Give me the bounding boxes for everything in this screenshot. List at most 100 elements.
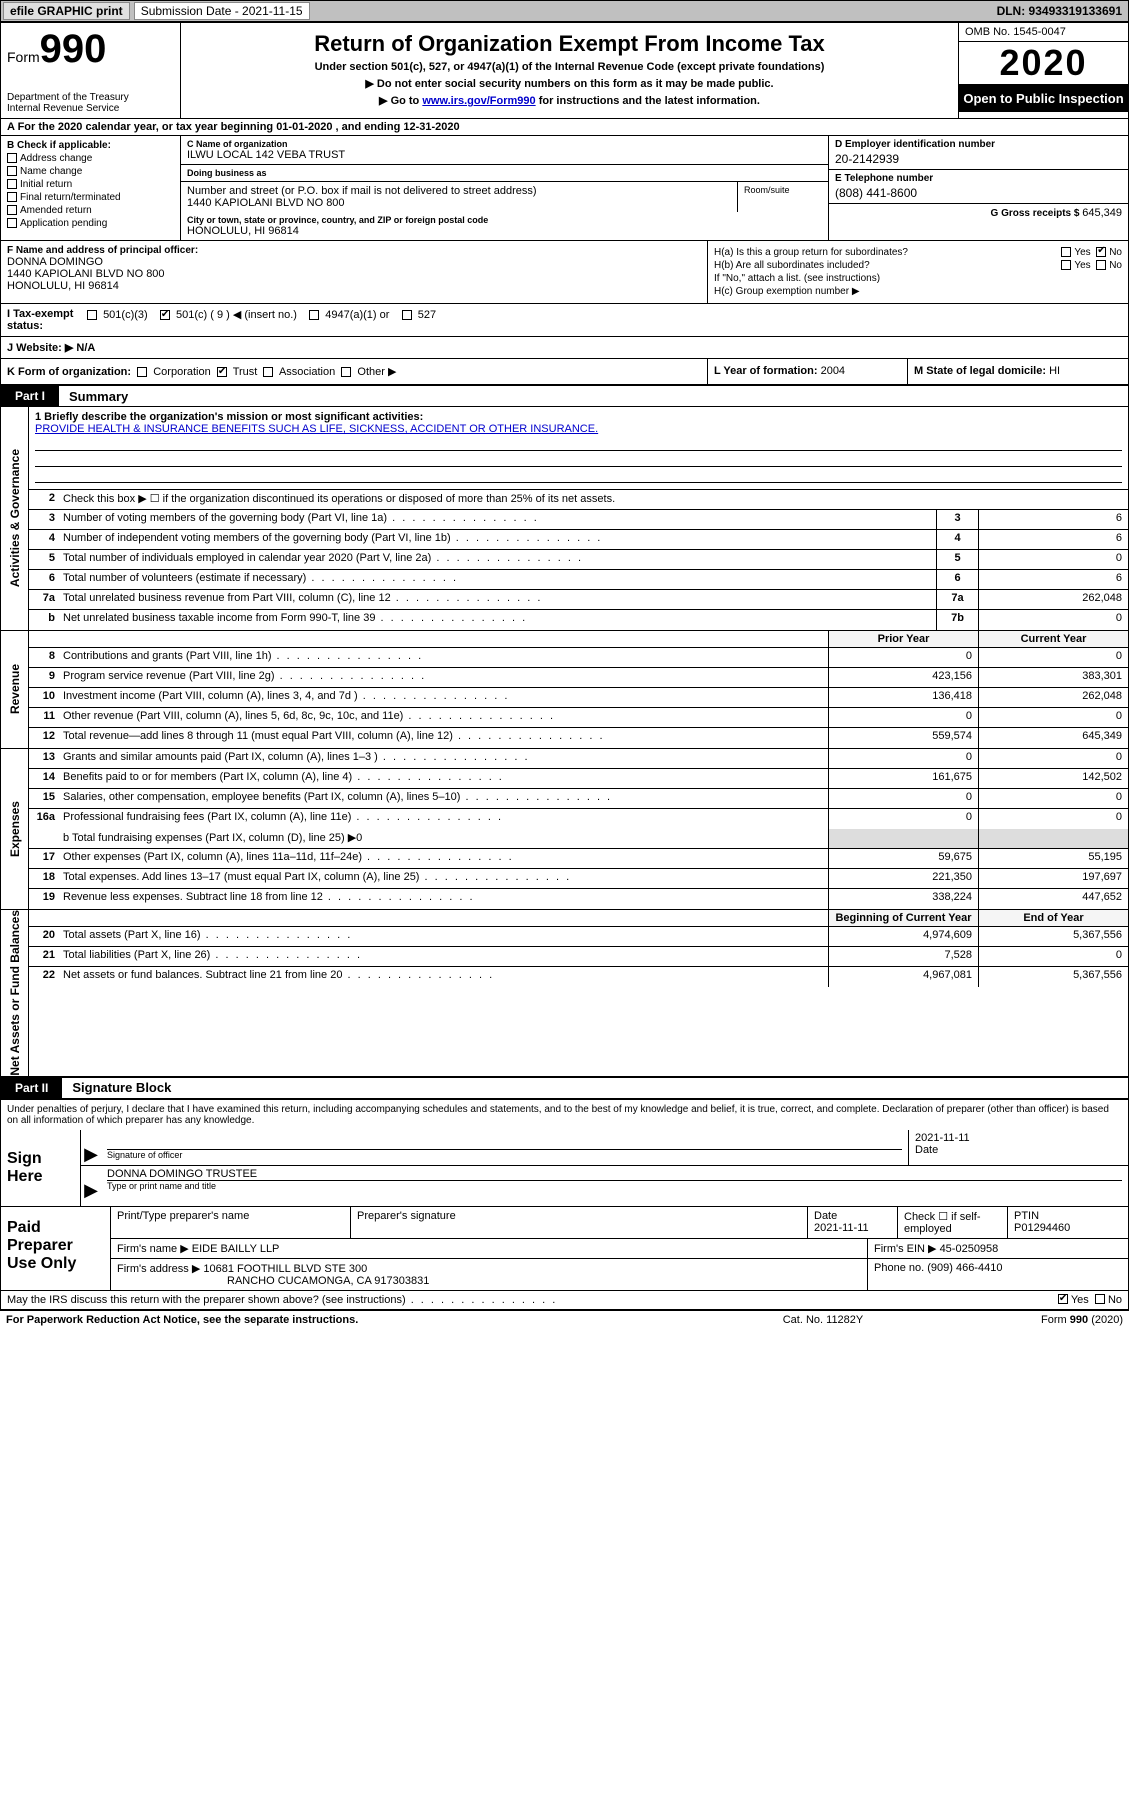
catalog-number: Cat. No. 11282Y <box>723 1314 923 1326</box>
summary-row: 5Total number of individuals employed in… <box>29 550 1128 570</box>
gross-receipts-value: 645,349 <box>1082 207 1122 219</box>
chk-name-change[interactable]: Name change <box>7 166 174 177</box>
h-a-answer: No <box>1109 247 1122 258</box>
summary-row: 4Number of independent voting members of… <box>29 530 1128 550</box>
state-domicile-label: M State of legal domicile: <box>914 365 1046 377</box>
preparer-date-label: Date <box>814 1210 891 1222</box>
officer-name-caption: Type or print name and title <box>107 1181 1122 1191</box>
paid-preparer-label: Paid Preparer Use Only <box>1 1207 111 1290</box>
summary-row: 18Total expenses. Add lines 13–17 (must … <box>29 869 1128 889</box>
chk-final-return[interactable]: Final return/terminated <box>7 192 174 203</box>
mission-text: PROVIDE HEALTH & INSURANCE BENEFITS SUCH… <box>35 423 1122 435</box>
discuss-no-checkbox[interactable] <box>1095 1294 1105 1304</box>
form-header: Form990 Department of the Treasury Inter… <box>1 23 1128 119</box>
org-name-value: ILWU LOCAL 142 VEBA TRUST <box>187 149 822 161</box>
summary-row: 15Salaries, other compensation, employee… <box>29 789 1128 809</box>
open-to-public-label: Open to Public Inspection <box>959 85 1128 112</box>
firm-address-1: 10681 FOOTHILL BLVD STE 300 <box>203 1263 367 1275</box>
chk-corporation[interactable] <box>137 367 147 377</box>
summary-row: 8Contributions and grants (Part VIII, li… <box>29 648 1128 668</box>
preparer-name-label: Print/Type preparer's name <box>117 1210 344 1222</box>
chk-501c3[interactable] <box>87 310 97 320</box>
fundraising-total: b Total fundraising expenses (Part IX, c… <box>59 829 828 848</box>
chk-application-pending[interactable]: Application pending <box>7 218 174 229</box>
signature-arrow-icon: ▶ <box>81 1130 101 1165</box>
section-b-checkboxes: B Check if applicable: Address change Na… <box>1 136 181 240</box>
summary-row: 22Net assets or fund balances. Subtract … <box>29 967 1128 987</box>
firm-ein-label: Firm's EIN ▶ <box>874 1243 937 1255</box>
vlabel-net-assets: Net Assets or Fund Balances <box>8 910 22 1076</box>
firm-phone-value: (909) 466-4410 <box>927 1262 1002 1274</box>
summary-row: 6Total number of volunteers (estimate if… <box>29 570 1128 590</box>
preparer-sig-label: Preparer's signature <box>357 1210 801 1222</box>
omb-number: OMB No. 1545-0047 <box>959 23 1128 42</box>
vlabel-expenses: Expenses <box>8 801 22 857</box>
part-ii-tab: Part II <box>1 1078 62 1098</box>
chk-association[interactable] <box>263 367 273 377</box>
h-a-label: H(a) Is this a group return for subordin… <box>714 247 908 258</box>
sign-here-label: Sign Here <box>1 1130 81 1206</box>
signature-date-caption: Date <box>915 1144 1122 1156</box>
irs-link[interactable]: www.irs.gov/Form990 <box>422 95 535 107</box>
firm-name-label: Firm's name ▶ <box>117 1243 189 1255</box>
website-label: J Website: ▶ <box>7 342 73 354</box>
chk-501c[interactable] <box>160 310 170 320</box>
summary-row: 21Total liabilities (Part X, line 26)7,5… <box>29 947 1128 967</box>
h-c-label: H(c) Group exemption number ▶ <box>714 286 1122 297</box>
dept-treasury-label: Department of the Treasury Internal Reve… <box>7 92 174 114</box>
tax-exempt-label: I Tax-exempt status: <box>1 304 81 336</box>
perjury-statement: Under penalties of perjury, I declare th… <box>1 1099 1128 1130</box>
self-employed-label: Check ☐ if self-employed <box>904 1210 1001 1235</box>
preparer-date-value: 2021-11-11 <box>814 1222 891 1234</box>
phone-value: (808) 441-8600 <box>835 186 1122 200</box>
summary-row: 12Total revenue—add lines 8 through 11 (… <box>29 728 1128 748</box>
discuss-yes-checkbox[interactable] <box>1058 1294 1068 1304</box>
ptin-value: P01294460 <box>1014 1222 1122 1234</box>
part-ii-title: Signature Block <box>62 1080 171 1095</box>
firm-address-2: RANCHO CUCAMONGA, CA 917303831 <box>227 1275 429 1287</box>
room-suite-label: Room/suite <box>744 185 822 195</box>
summary-row: 19Revenue less expenses. Subtract line 1… <box>29 889 1128 909</box>
form-footer-label: Form 990 (2020) <box>923 1314 1123 1326</box>
chk-initial-return[interactable]: Initial return <box>7 179 174 190</box>
q2-text: Check this box ▶ ☐ if the organization d… <box>59 490 1128 509</box>
summary-row: 17Other expenses (Part IX, column (A), l… <box>29 849 1128 869</box>
submission-date-label: Submission Date - 2021-11-15 <box>134 2 310 20</box>
efile-topbar: efile GRAPHIC print Submission Date - 20… <box>0 0 1129 22</box>
part-i-tab: Part I <box>1 386 59 406</box>
signature-date-value: 2021-11-11 <box>915 1132 1122 1144</box>
summary-row: 7aTotal unrelated business revenue from … <box>29 590 1128 610</box>
summary-row: 11Other revenue (Part VIII, column (A), … <box>29 708 1128 728</box>
year-formation-value: 2004 <box>821 365 845 377</box>
summary-row: 3Number of voting members of the governi… <box>29 510 1128 530</box>
tax-year-range: A For the 2020 calendar year, or tax yea… <box>1 119 1128 136</box>
summary-row: 16aProfessional fundraising fees (Part I… <box>29 809 1128 829</box>
vlabel-revenue: Revenue <box>8 664 22 714</box>
chk-4947[interactable] <box>309 310 319 320</box>
summary-row: bNet unrelated business taxable income f… <box>29 610 1128 630</box>
chk-trust[interactable] <box>217 367 227 377</box>
street-label: Number and street (or P.O. box if mail i… <box>187 185 731 197</box>
form-subtitle-3: ▶ Go to www.irs.gov/Form990 for instruct… <box>189 94 950 107</box>
end-year-header: End of Year <box>978 910 1128 926</box>
officer-name: DONNA DOMINGO <box>7 256 701 268</box>
chk-527[interactable] <box>402 310 412 320</box>
summary-row: 14Benefits paid to or for members (Part … <box>29 769 1128 789</box>
summary-row: 9Program service revenue (Part VIII, lin… <box>29 668 1128 688</box>
signature-arrow-icon-2: ▶ <box>81 1166 101 1201</box>
city-value: HONOLULU, HI 96814 <box>187 225 822 237</box>
form-subtitle-2: ▶ Do not enter social security numbers o… <box>189 77 950 90</box>
dba-label: Doing business as <box>187 168 822 178</box>
summary-row: 20Total assets (Part X, line 16)4,974,60… <box>29 927 1128 947</box>
form-subtitle-1: Under section 501(c), 527, or 4947(a)(1)… <box>189 61 950 73</box>
street-value: 1440 KAPIOLANI BLVD NO 800 <box>187 197 731 209</box>
chk-other[interactable] <box>341 367 351 377</box>
efile-graphic-print-button[interactable]: efile GRAPHIC print <box>3 2 130 20</box>
chk-amended-return[interactable]: Amended return <box>7 205 174 216</box>
state-domicile-value: HI <box>1049 365 1060 377</box>
firm-name-value: EIDE BAILLY LLP <box>192 1243 280 1255</box>
ptin-label: PTIN <box>1014 1210 1122 1222</box>
paperwork-notice: For Paperwork Reduction Act Notice, see … <box>6 1314 723 1326</box>
chk-address-change[interactable]: Address change <box>7 153 174 164</box>
current-year-header: Current Year <box>978 631 1128 647</box>
